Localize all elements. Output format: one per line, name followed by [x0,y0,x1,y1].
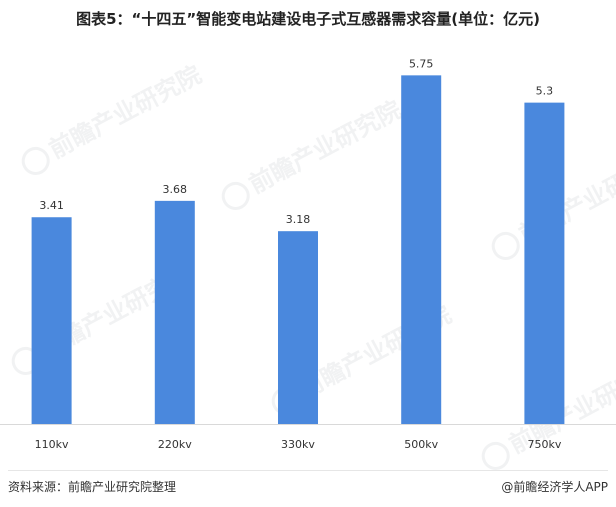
data-label-330kv: 3.18 [286,213,311,226]
data-label-110kv: 3.41 [39,199,64,212]
source-note: 资料来源：前瞻产业研究院整理 [8,480,177,494]
bar-500kv [401,75,442,424]
x-tick-label-500kv: 500kv [404,438,438,451]
data-label-500kv: 5.75 [409,57,434,70]
bar-330kv [278,231,318,424]
bar-220kv [154,200,195,424]
data-label-750kv: 5.3 [536,85,554,98]
bar-110kv [31,217,72,424]
chart-title: 图表5：“十四五”智能变电站建设电子式互感器需求容量(单位：亿元) [76,10,540,28]
bar-750kv [524,102,565,424]
footer-divider [8,470,608,471]
credit-note: @前瞻经济学人APP [501,480,608,494]
x-tick-label-330kv: 330kv [281,438,315,451]
x-tick-label-220kv: 220kv [158,438,192,451]
bar-chart: 3.41 110kv 3.68 220kv 3.18 330kv 5.75 500kv 5.3 7… [0,57,616,451]
x-tick-label-750kv: 750kv [527,438,561,451]
footer: 资料来源：前瞻产业研究院整理 @前瞻经济学人APP [0,478,616,502]
data-label-220kv: 3.68 [163,183,188,196]
x-tick-label-110kv: 110kv [35,438,69,451]
